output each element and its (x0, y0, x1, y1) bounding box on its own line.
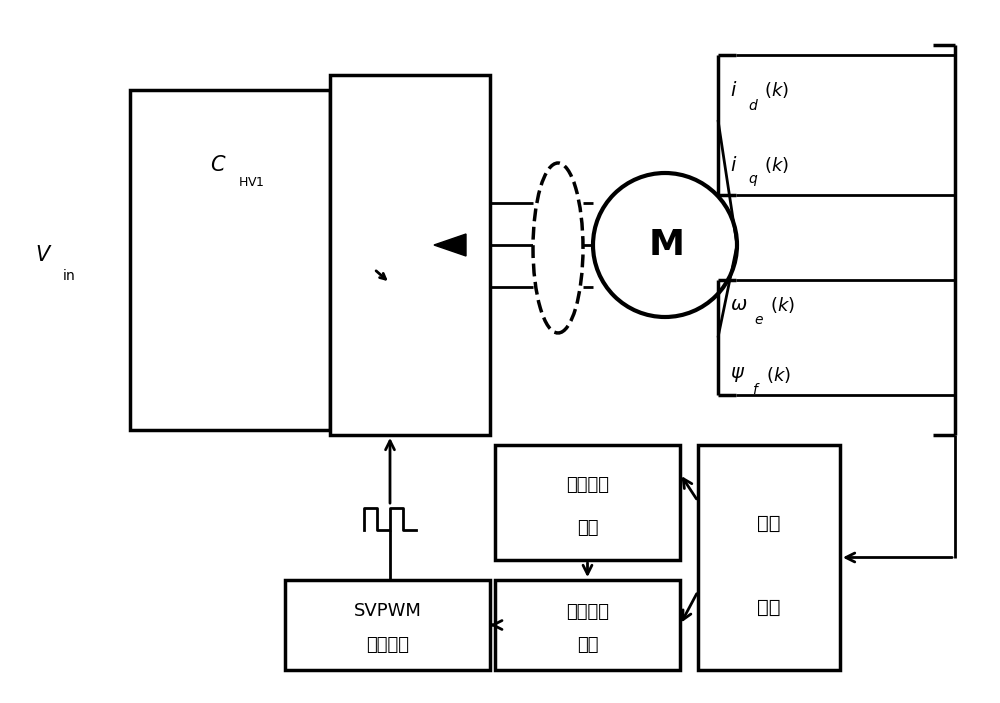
Text: $(k)$: $(k)$ (764, 155, 789, 175)
Text: $\mathrm{in}$: $\mathrm{in}$ (62, 268, 75, 283)
Text: 脉宽调制: 脉宽调制 (366, 636, 409, 654)
Bar (495, 580, 680, 670)
Polygon shape (434, 234, 466, 256)
Text: $(k)$: $(k)$ (766, 365, 791, 385)
Text: 矫正: 矫正 (577, 519, 598, 537)
Ellipse shape (533, 163, 583, 333)
Bar (698, 445, 840, 670)
Text: $\mathbf{M}$: $\mathbf{M}$ (648, 228, 682, 262)
Bar (285, 580, 490, 670)
Bar (130, 90, 330, 430)
Text: 模型: 模型 (577, 636, 598, 654)
Text: $C$: $C$ (210, 155, 227, 175)
Text: $\psi$: $\psi$ (730, 366, 745, 385)
Bar (330, 75, 490, 435)
Text: 预测控制: 预测控制 (566, 476, 609, 494)
Text: $(k)$: $(k)$ (770, 295, 795, 315)
Text: $d$: $d$ (748, 98, 759, 112)
Text: $f$: $f$ (752, 382, 761, 397)
Text: $V$: $V$ (35, 245, 53, 265)
Text: 处理: 处理 (757, 598, 781, 617)
Text: 预测控制: 预测控制 (566, 602, 609, 621)
Text: $i$: $i$ (730, 155, 737, 174)
Text: $q$: $q$ (748, 172, 758, 188)
Text: $e$: $e$ (754, 313, 764, 327)
Text: SVPWM: SVPWM (354, 602, 421, 621)
Text: $\omega$: $\omega$ (730, 295, 747, 314)
Text: $\mathrm{HV1}$: $\mathrm{HV1}$ (238, 176, 265, 190)
Text: 采样: 采样 (757, 515, 781, 534)
Text: $i$: $i$ (730, 81, 737, 100)
Bar (495, 445, 680, 560)
Text: $(k)$: $(k)$ (764, 80, 789, 100)
